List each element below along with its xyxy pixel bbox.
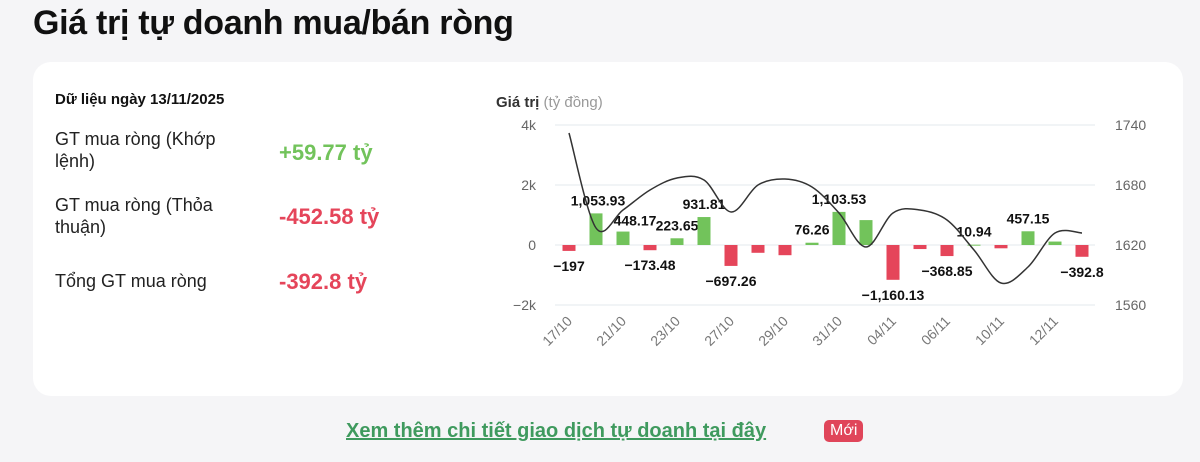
bar-17/10 xyxy=(562,245,576,251)
bar-22/10 xyxy=(643,245,657,251)
x-tick-label: 27/10 xyxy=(701,313,737,349)
data-label: −197 xyxy=(553,258,585,274)
details-link[interactable]: Xem thêm chi tiết giao dịch tự doanh tại… xyxy=(346,420,767,442)
data-date: Dữ liệu ngày 13/11/2025 xyxy=(55,91,225,108)
bar-13/11 xyxy=(1075,245,1089,257)
bar-07/11 xyxy=(967,244,981,246)
bar-27/10 xyxy=(724,245,738,266)
bar-30/10 xyxy=(805,242,819,245)
bar-03/11 xyxy=(859,220,873,245)
y-axis-title: Giá trị (tỷ đồng) xyxy=(496,94,603,111)
row-value: +59.77 tỷ xyxy=(279,140,373,165)
bar-21/10 xyxy=(616,231,630,245)
x-tick-label: 12/11 xyxy=(1026,313,1062,349)
data-label: −392.8 xyxy=(1060,264,1103,280)
net-value-chart: Giá trị (tỷ đồng) −2k 0 2k 4k 1560 1620 1680 17… xyxy=(496,94,1146,349)
data-label: 10.94 xyxy=(956,224,991,240)
bar-10/11 xyxy=(994,245,1008,249)
row-value: -392.8 tỷ xyxy=(279,269,368,294)
bar-28/10 xyxy=(751,245,765,253)
data-label: −697.26 xyxy=(706,273,757,289)
row-label: GT mua ròng (Khớp lệnh) xyxy=(55,129,216,171)
summary-card: Dữ liệu ngày 13/11/2025 GT mua ròng (Khớ… xyxy=(33,62,1183,396)
row-label: GT mua ròng (Thỏa thuận) xyxy=(55,195,213,237)
right-tick-label: 1560 xyxy=(1115,297,1146,313)
bar-23/10 xyxy=(670,238,684,245)
data-label: 457.15 xyxy=(1007,210,1050,226)
row-label: Tổng GT mua ròng xyxy=(55,271,207,291)
bar-29/10 xyxy=(778,245,792,256)
right-tick-label: 1620 xyxy=(1115,237,1146,253)
bar-11/11 xyxy=(1021,231,1035,245)
x-tick-label: 06/11 xyxy=(918,313,954,349)
left-tick-label: 2k xyxy=(521,177,537,193)
x-tick-label: 04/11 xyxy=(864,313,900,349)
data-label: 1,103.53 xyxy=(812,191,867,207)
right-tick-label: 1680 xyxy=(1115,177,1146,193)
bar-05/11 xyxy=(913,245,927,250)
data-label: −1,160.13 xyxy=(862,287,925,303)
bar-12/11 xyxy=(1048,241,1062,245)
x-tick-label: 10/11 xyxy=(972,313,1008,349)
left-tick-label: −2k xyxy=(513,297,537,313)
bar-24/10 xyxy=(697,217,711,245)
bar-04/11 xyxy=(886,245,900,280)
bar-06/11 xyxy=(940,245,954,257)
data-label: −368.85 xyxy=(922,263,973,279)
x-tick-label: 23/10 xyxy=(647,313,683,349)
data-label: 1,053.93 xyxy=(571,192,626,208)
right-tick-label: 1740 xyxy=(1115,117,1146,133)
left-tick-label: 4k xyxy=(521,117,537,133)
left-tick-label: 0 xyxy=(528,237,536,253)
row-value: -452.58 tỷ xyxy=(279,204,380,229)
new-badge: Mới xyxy=(824,420,864,442)
data-label: 448.17 xyxy=(614,213,657,229)
data-label: −173.48 xyxy=(625,257,676,273)
x-tick-label: 29/10 xyxy=(755,313,791,349)
data-label: 931.81 xyxy=(683,196,726,212)
bar-31/10 xyxy=(832,211,846,245)
data-label: 76.26 xyxy=(794,222,829,238)
x-tick-label: 17/10 xyxy=(539,313,575,349)
x-tick-label: 21/10 xyxy=(593,313,629,349)
x-tick-label: 31/10 xyxy=(809,313,845,349)
data-label: 223.65 xyxy=(656,217,699,233)
index-line xyxy=(568,132,1083,285)
page-title: Giá trị tự doanh mua/bán ròng xyxy=(33,4,514,42)
